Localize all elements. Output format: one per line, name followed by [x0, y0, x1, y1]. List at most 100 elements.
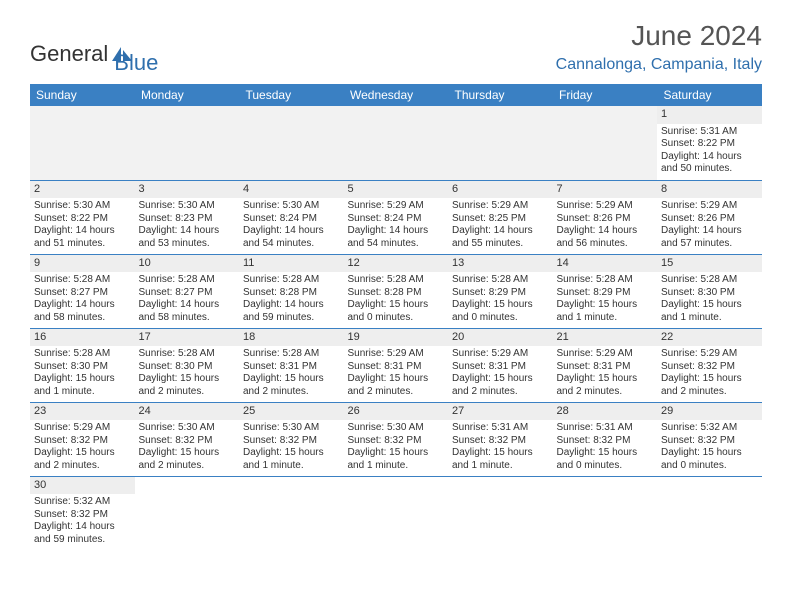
calendar-day-cell: 17Sunrise: 5:28 AMSunset: 8:30 PMDayligh…: [135, 328, 240, 402]
daylight-text: Daylight: 15 hours and 0 minutes.: [348, 299, 445, 324]
day-number: 20: [448, 329, 553, 347]
sunrise-text: Sunrise: 5:30 AM: [348, 422, 445, 435]
daylight-text: Daylight: 15 hours and 2 minutes.: [243, 373, 340, 398]
daylight-text: Daylight: 15 hours and 2 minutes.: [139, 373, 236, 398]
calendar-day-cell: [30, 106, 135, 180]
calendar-day-cell: 20Sunrise: 5:29 AMSunset: 8:31 PMDayligh…: [448, 328, 553, 402]
sunset-text: Sunset: 8:24 PM: [243, 213, 340, 226]
sunset-text: Sunset: 8:32 PM: [661, 435, 758, 448]
sunset-text: Sunset: 8:22 PM: [661, 138, 758, 151]
calendar-day-cell: [344, 476, 449, 550]
daylight-text: Daylight: 14 hours and 54 minutes.: [243, 225, 340, 250]
sunset-text: Sunset: 8:31 PM: [348, 361, 445, 374]
sunset-text: Sunset: 8:28 PM: [348, 287, 445, 300]
daylight-text: Daylight: 14 hours and 53 minutes.: [139, 225, 236, 250]
calendar-day-cell: [344, 106, 449, 180]
day-number: 24: [135, 403, 240, 421]
sunrise-text: Sunrise: 5:29 AM: [34, 422, 131, 435]
calendar-day-cell: 3Sunrise: 5:30 AMSunset: 8:23 PMDaylight…: [135, 180, 240, 254]
daylight-text: Daylight: 15 hours and 1 minute.: [661, 299, 758, 324]
calendar-day-cell: 9Sunrise: 5:28 AMSunset: 8:27 PMDaylight…: [30, 254, 135, 328]
daylight-text: Daylight: 15 hours and 2 minutes.: [557, 373, 654, 398]
sunset-text: Sunset: 8:30 PM: [34, 361, 131, 374]
day-number: 21: [553, 329, 658, 347]
calendar-day-cell: 21Sunrise: 5:29 AMSunset: 8:31 PMDayligh…: [553, 328, 658, 402]
sunrise-text: Sunrise: 5:28 AM: [557, 274, 654, 287]
calendar-day-cell: 5Sunrise: 5:29 AMSunset: 8:24 PMDaylight…: [344, 180, 449, 254]
daylight-text: Daylight: 14 hours and 58 minutes.: [34, 299, 131, 324]
sunset-text: Sunset: 8:31 PM: [557, 361, 654, 374]
calendar-day-cell: 10Sunrise: 5:28 AMSunset: 8:27 PMDayligh…: [135, 254, 240, 328]
day-number: 15: [657, 255, 762, 273]
weekday-header: Friday: [553, 84, 658, 106]
sunrise-text: Sunrise: 5:30 AM: [243, 422, 340, 435]
sunrise-text: Sunrise: 5:28 AM: [452, 274, 549, 287]
daylight-text: Daylight: 15 hours and 1 minute.: [348, 447, 445, 472]
calendar-day-cell: 18Sunrise: 5:28 AMSunset: 8:31 PMDayligh…: [239, 328, 344, 402]
sunset-text: Sunset: 8:27 PM: [34, 287, 131, 300]
day-number: 25: [239, 403, 344, 421]
sunrise-text: Sunrise: 5:29 AM: [661, 348, 758, 361]
day-number: 10: [135, 255, 240, 273]
sunset-text: Sunset: 8:32 PM: [34, 509, 131, 522]
daylight-text: Daylight: 15 hours and 0 minutes.: [452, 299, 549, 324]
calendar-day-cell: 28Sunrise: 5:31 AMSunset: 8:32 PMDayligh…: [553, 402, 658, 476]
calendar-day-cell: [135, 106, 240, 180]
day-number: 2: [30, 181, 135, 199]
calendar-day-cell: [553, 476, 658, 550]
calendar-week-row: 2Sunrise: 5:30 AMSunset: 8:22 PMDaylight…: [30, 180, 762, 254]
sunrise-text: Sunrise: 5:28 AM: [139, 348, 236, 361]
sunset-text: Sunset: 8:29 PM: [557, 287, 654, 300]
daylight-text: Daylight: 14 hours and 58 minutes.: [139, 299, 236, 324]
daylight-text: Daylight: 15 hours and 2 minutes.: [661, 373, 758, 398]
brand-name-2: Blue: [114, 50, 158, 75]
sunset-text: Sunset: 8:27 PM: [139, 287, 236, 300]
sunset-text: Sunset: 8:32 PM: [661, 361, 758, 374]
sunrise-text: Sunrise: 5:29 AM: [557, 200, 654, 213]
calendar-day-cell: 8Sunrise: 5:29 AMSunset: 8:26 PMDaylight…: [657, 180, 762, 254]
day-number: 12: [344, 255, 449, 273]
calendar-body: 1Sunrise: 5:31 AMSunset: 8:22 PMDaylight…: [30, 106, 762, 550]
sunrise-text: Sunrise: 5:28 AM: [348, 274, 445, 287]
day-number: 11: [239, 255, 344, 273]
sunrise-text: Sunrise: 5:31 AM: [452, 422, 549, 435]
calendar-day-cell: 7Sunrise: 5:29 AMSunset: 8:26 PMDaylight…: [553, 180, 658, 254]
weekday-header: Saturday: [657, 84, 762, 106]
calendar-day-cell: 24Sunrise: 5:30 AMSunset: 8:32 PMDayligh…: [135, 402, 240, 476]
day-number: 8: [657, 181, 762, 199]
sunset-text: Sunset: 8:30 PM: [661, 287, 758, 300]
sunrise-text: Sunrise: 5:30 AM: [34, 200, 131, 213]
daylight-text: Daylight: 15 hours and 1 minute.: [34, 373, 131, 398]
calendar-day-cell: [553, 106, 658, 180]
calendar-day-cell: 2Sunrise: 5:30 AMSunset: 8:22 PMDaylight…: [30, 180, 135, 254]
sunrise-text: Sunrise: 5:32 AM: [34, 496, 131, 509]
sunrise-text: Sunrise: 5:29 AM: [557, 348, 654, 361]
calendar-day-cell: [448, 106, 553, 180]
sunset-text: Sunset: 8:28 PM: [243, 287, 340, 300]
sunset-text: Sunset: 8:32 PM: [34, 435, 131, 448]
brand-name-1: General: [30, 41, 108, 67]
sunrise-text: Sunrise: 5:30 AM: [243, 200, 340, 213]
weekday-header-row: SundayMondayTuesdayWednesdayThursdayFrid…: [30, 84, 762, 106]
day-number: 28: [553, 403, 658, 421]
calendar-day-cell: 12Sunrise: 5:28 AMSunset: 8:28 PMDayligh…: [344, 254, 449, 328]
sunset-text: Sunset: 8:31 PM: [452, 361, 549, 374]
weekday-header: Monday: [135, 84, 240, 106]
sunrise-text: Sunrise: 5:28 AM: [34, 348, 131, 361]
sunset-text: Sunset: 8:26 PM: [661, 213, 758, 226]
weekday-header: Tuesday: [239, 84, 344, 106]
day-number: 27: [448, 403, 553, 421]
calendar-day-cell: 1Sunrise: 5:31 AMSunset: 8:22 PMDaylight…: [657, 106, 762, 180]
daylight-text: Daylight: 14 hours and 50 minutes.: [661, 151, 758, 176]
calendar-day-cell: 29Sunrise: 5:32 AMSunset: 8:32 PMDayligh…: [657, 402, 762, 476]
calendar-week-row: 23Sunrise: 5:29 AMSunset: 8:32 PMDayligh…: [30, 402, 762, 476]
daylight-text: Daylight: 15 hours and 2 minutes.: [34, 447, 131, 472]
calendar-day-cell: 13Sunrise: 5:28 AMSunset: 8:29 PMDayligh…: [448, 254, 553, 328]
day-number: 4: [239, 181, 344, 199]
sunrise-text: Sunrise: 5:29 AM: [348, 348, 445, 361]
sunset-text: Sunset: 8:23 PM: [139, 213, 236, 226]
sunrise-text: Sunrise: 5:28 AM: [661, 274, 758, 287]
daylight-text: Daylight: 15 hours and 1 minute.: [452, 447, 549, 472]
calendar-day-cell: 19Sunrise: 5:29 AMSunset: 8:31 PMDayligh…: [344, 328, 449, 402]
sunrise-text: Sunrise: 5:28 AM: [34, 274, 131, 287]
